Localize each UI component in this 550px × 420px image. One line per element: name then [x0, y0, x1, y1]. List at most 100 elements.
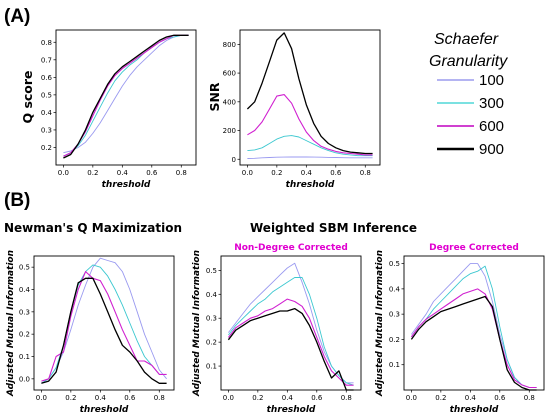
x-tick-label: 0.8: [524, 394, 535, 402]
x-axis-label: threshold: [267, 405, 316, 415]
y-tick-label: 0.4: [389, 285, 401, 293]
series-line-300: [228, 277, 354, 386]
chart-newman: 0.0 0.2 0.4 0.6 0.8 0.0 0.1 0.2 0.3 0.4 0.5 thresho…: [6, 250, 175, 415]
series-line-600: [41, 271, 167, 382]
x-tick-label: 0.0: [242, 169, 253, 177]
y-tick-label: 0.1: [206, 363, 217, 371]
legend-title-line2: Granularity: [429, 53, 508, 70]
y-tick-label: 0.2: [206, 339, 217, 347]
plot-frame: [220, 255, 362, 391]
plot-frame: [239, 29, 381, 166]
x-tick-label: 0.4: [465, 394, 477, 402]
x-tick-label: 0.0: [223, 394, 234, 402]
legend-item-600: 600: [437, 118, 504, 135]
chart-title: Non-Degree Corrected: [234, 243, 348, 253]
y-tick-label: 0.1: [389, 361, 400, 369]
y-tick-label: 0.3: [41, 126, 52, 134]
legend: Schaefer Granularity 100 300 600 900: [429, 31, 508, 158]
y-tick-label: 0.2: [41, 144, 52, 152]
y-tick-label: 0.5: [41, 91, 52, 99]
legend-entries: 100 300 600 900: [437, 72, 504, 158]
series-line-300: [247, 135, 373, 157]
x-tick-label: 0.8: [176, 169, 187, 177]
y-tick-label: 0.8: [41, 39, 52, 47]
y-tick-label: 800: [223, 41, 236, 49]
series-line-900: [63, 34, 189, 159]
x-tick-label: 0.4: [95, 394, 107, 402]
y-tick-label: 0.3: [19, 308, 30, 316]
series-line-600: [410, 288, 537, 389]
legend-label: 300: [479, 95, 504, 112]
y-tick-label: 600: [223, 70, 236, 78]
series-line-900: [410, 295, 537, 391]
y-tick-label: 0.2: [389, 336, 400, 344]
series-line-100: [247, 156, 373, 159]
chart-sbm_ndc: Non-Degree Corrected 0.0 0.2 0.4 0.6 0.8 0.1 0.…: [192, 243, 362, 415]
legend-title-line1: Schaefer: [434, 31, 499, 48]
x-tick-label: 0.0: [406, 394, 417, 402]
series-line-300: [41, 264, 167, 384]
y-tick-label: 0.4: [41, 109, 53, 117]
plots-layer: 0.0 0.2 0.4 0.6 0.8 0.2 0.3 0.4 0.5 0.6 0.7 0.8 thre…: [6, 29, 545, 415]
series-line-600: [247, 94, 373, 156]
x-tick-label: 0.6: [124, 394, 136, 402]
series-line-900: [246, 32, 373, 155]
series-line-100: [411, 263, 537, 388]
x-tick-label: 0.2: [271, 169, 282, 177]
series-line-900: [227, 307, 354, 391]
legend-label: 900: [479, 141, 504, 158]
series-line-600: [227, 298, 354, 386]
y-axis-label: Adjusted Mutual Information: [192, 250, 202, 397]
y-axis-label: Q score: [20, 70, 35, 123]
heading-newman: Newman's Q Maximization: [4, 221, 182, 235]
x-tick-label: 0.8: [341, 394, 352, 402]
x-axis-label: threshold: [102, 180, 151, 190]
chart-qscore: 0.0 0.2 0.4 0.6 0.8 0.2 0.3 0.4 0.5 0.6 0.7 0.8 thre…: [20, 29, 197, 190]
legend-item-900: 900: [437, 141, 504, 158]
plot-frame: [403, 255, 545, 391]
chart-sbm_dc: Degree Corrected 0.0 0.2 0.4 0.6 0.8 0.1 0.2 0.3…: [375, 243, 545, 415]
x-tick-label: 0.6: [330, 169, 342, 177]
y-tick-label: 0.0: [19, 375, 30, 383]
y-tick-label: 0.3: [206, 315, 217, 323]
x-tick-label: 0.2: [252, 394, 263, 402]
series-line-100: [63, 34, 189, 154]
y-tick-label: 0.1: [19, 353, 30, 361]
x-tick-label: 0.6: [311, 394, 323, 402]
y-tick-label: 0.2: [19, 331, 30, 339]
panel-a-letter: (A): [4, 6, 30, 27]
x-tick-label: 0.6: [494, 394, 506, 402]
panel-b-letter: (B): [4, 190, 30, 211]
heading-sbm: Weighted SBM Inference: [250, 221, 417, 235]
y-tick-label: 0.6: [41, 74, 53, 82]
legend-item-300: 300: [437, 95, 504, 112]
series-line-600: [63, 34, 189, 157]
y-tick-label: 200: [223, 127, 236, 135]
y-tick-label: 400: [223, 98, 236, 106]
x-tick-label: 0.8: [154, 394, 165, 402]
x-tick-label: 0.2: [87, 169, 98, 177]
y-tick-label: 0.4: [206, 291, 218, 299]
y-tick-label: 0.7: [41, 56, 52, 64]
legend-item-100: 100: [437, 72, 504, 89]
y-tick-label: 0: [232, 156, 236, 164]
y-tick-label: 0.5: [389, 260, 400, 268]
series-line-300: [411, 265, 537, 388]
chart-snr: 0.0 0.2 0.4 0.6 0.8 0 200 400 600 800 threshold SNR: [207, 29, 381, 190]
y-tick-label: 0.5: [206, 267, 217, 275]
x-tick-label: 0.4: [117, 169, 129, 177]
y-axis-label: SNR: [207, 82, 222, 111]
y-tick-label: 0.4: [19, 286, 31, 294]
legend-label: 600: [479, 118, 504, 135]
y-axis-label: Adjusted Mutual Information: [6, 250, 16, 397]
plot-frame: [55, 29, 197, 166]
x-axis-label: threshold: [80, 405, 129, 415]
x-axis-label: threshold: [450, 405, 499, 415]
x-tick-label: 0.8: [360, 169, 371, 177]
series-line-100: [41, 257, 167, 384]
x-tick-label: 0.0: [58, 169, 69, 177]
plot-frame: [33, 255, 175, 391]
y-axis-label: Adjusted Mutual Information: [375, 250, 385, 397]
x-tick-label: 0.2: [65, 394, 76, 402]
